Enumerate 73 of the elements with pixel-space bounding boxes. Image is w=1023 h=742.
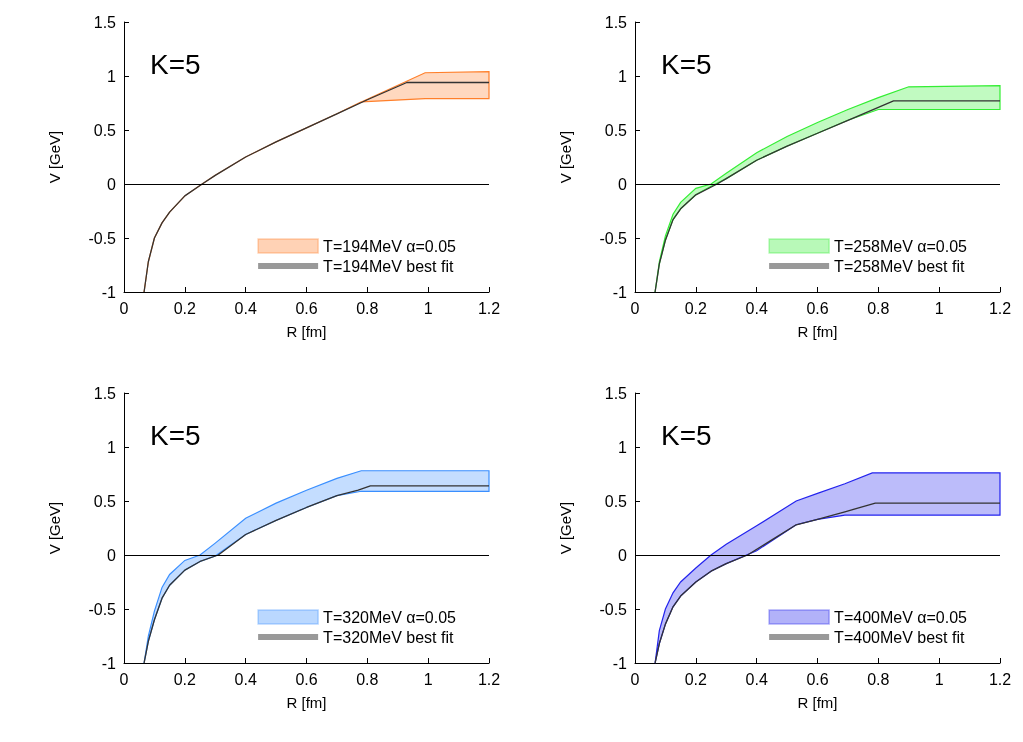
x-tick-label: 0.8 — [867, 299, 890, 317]
annotation: K=5 — [150, 419, 201, 451]
x-tick-label: 0.4 — [234, 670, 257, 688]
x-tick-label: 1.2 — [988, 670, 1012, 688]
y-tick-label: -0.5 — [599, 229, 628, 247]
y-tick-label: 0.5 — [604, 492, 628, 510]
y-tick-label: 1 — [107, 67, 117, 85]
y-tick-label: -1 — [612, 654, 628, 672]
y-tick-label: 1.5 — [604, 384, 628, 402]
x-tick-label: 1.2 — [477, 299, 501, 317]
y-tick-label: 0.5 — [93, 121, 117, 139]
x-tick-label: 1 — [423, 670, 433, 688]
y-tick-label: 0 — [107, 175, 117, 193]
y-tick-label: 0.5 — [604, 121, 628, 139]
y-axis-title: V [GeV] — [557, 501, 574, 555]
annotation: K=5 — [150, 48, 201, 80]
x-tick-label: 1 — [934, 670, 944, 688]
legend-label: T=194MeV α=0.05 — [323, 237, 457, 255]
y-tick-label: 0 — [618, 546, 628, 564]
x-tick-label: 0.6 — [295, 299, 318, 317]
y-tick-label: 1.5 — [93, 384, 117, 402]
y-tick-label: -0.5 — [599, 600, 628, 618]
x-tick-label: 0.8 — [356, 670, 379, 688]
x-tick-label: 1 — [934, 299, 944, 317]
x-axis-title: R [fm] — [797, 323, 838, 340]
y-tick-label: 1 — [618, 438, 628, 456]
y-axis-title: V [GeV] — [557, 130, 574, 184]
x-tick-label: 0 — [119, 299, 129, 317]
y-axis-title: V [GeV] — [46, 130, 63, 184]
annotation: K=5 — [661, 419, 712, 451]
x-tick-label: 0.8 — [356, 299, 379, 317]
y-tick-label: 1 — [618, 67, 628, 85]
legend-label: T=400MeV α=0.05 — [834, 608, 968, 626]
x-tick-label: 0.2 — [684, 299, 708, 317]
x-axis-title: R [fm] — [797, 694, 838, 711]
x-axis-title: R [fm] — [286, 694, 327, 711]
y-tick-label: -1 — [101, 654, 117, 672]
y-tick-label: -1 — [612, 283, 628, 301]
y-tick-label: 1.5 — [604, 13, 628, 31]
x-tick-label: 0.2 — [173, 299, 197, 317]
y-tick-label: 1.5 — [93, 13, 117, 31]
legend-label: T=258MeV α=0.05 — [834, 237, 968, 255]
y-axis-title: V [GeV] — [46, 501, 63, 555]
x-axis-title: R [fm] — [286, 323, 327, 340]
x-tick-label: 0 — [630, 299, 640, 317]
x-tick-label: 0.6 — [806, 299, 829, 317]
y-tick-label: 0.5 — [93, 492, 117, 510]
y-tick-label: 0 — [107, 546, 117, 564]
x-tick-label: 1.2 — [477, 670, 501, 688]
x-tick-label: 0 — [119, 670, 129, 688]
x-tick-label: 1 — [423, 299, 433, 317]
x-tick-label: 0.2 — [173, 670, 197, 688]
legend-label: T=320MeV α=0.05 — [323, 608, 457, 626]
x-tick-label: 0.8 — [867, 670, 890, 688]
x-tick-label: 0.4 — [745, 670, 768, 688]
x-tick-label: 1.2 — [988, 299, 1012, 317]
y-tick-label: -0.5 — [88, 600, 117, 618]
legend-label: T=320MeV best fit — [323, 628, 454, 646]
line-series — [654, 502, 1001, 664]
y-tick-label: -0.5 — [88, 229, 117, 247]
legend-label: T=194MeV best fit — [323, 257, 454, 275]
legend-label: T=258MeV best fit — [834, 257, 965, 275]
x-tick-label: 0.6 — [806, 670, 829, 688]
y-tick-label: 1 — [107, 438, 117, 456]
legend-label: T=400MeV best fit — [834, 628, 965, 646]
x-tick-label: 0 — [630, 670, 640, 688]
x-tick-label: 0.4 — [234, 299, 257, 317]
annotation: K=5 — [661, 48, 712, 80]
y-tick-label: 0 — [618, 175, 628, 193]
x-tick-label: 0.2 — [684, 670, 708, 688]
x-tick-label: 0.6 — [295, 670, 318, 688]
y-tick-label: -1 — [101, 283, 117, 301]
x-tick-label: 0.4 — [745, 299, 768, 317]
